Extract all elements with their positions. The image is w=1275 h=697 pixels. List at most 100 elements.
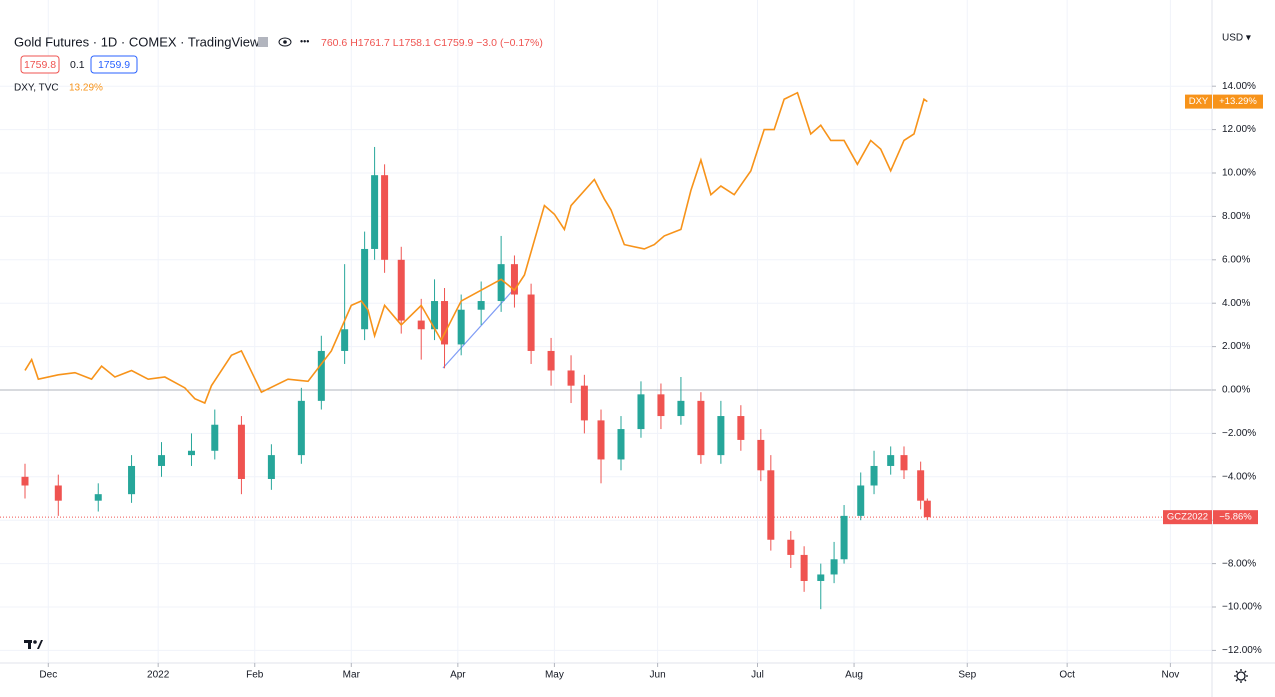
currency-menu[interactable]: USD ▾ xyxy=(1222,33,1251,44)
x-tick-label: Nov xyxy=(1161,670,1179,681)
dxy-line xyxy=(24,91,928,405)
y-tick-label: 14.00% xyxy=(1222,81,1256,92)
y-tick-label: 6.00% xyxy=(1222,254,1250,265)
dxy-name-tag xyxy=(1185,94,1212,109)
y-tick-label: 0.00% xyxy=(1222,385,1250,396)
candle-body xyxy=(817,574,825,581)
y-tick-label: −8.00% xyxy=(1222,558,1256,569)
candle-body xyxy=(857,485,865,516)
eye-icon[interactable] xyxy=(278,37,292,47)
settings-icon[interactable] xyxy=(1234,669,1248,683)
bid-price: 1759.8 xyxy=(24,59,56,71)
candle-body xyxy=(757,439,765,471)
dxy-last-label: +13.29% xyxy=(1219,96,1257,107)
candle-body xyxy=(361,248,369,330)
candle-body xyxy=(441,301,449,345)
candle-body xyxy=(787,539,795,555)
candle-body xyxy=(677,400,685,417)
logo-part xyxy=(33,640,37,644)
candle-body xyxy=(697,400,705,456)
eye-pupil xyxy=(283,40,287,44)
y-tick-label: 10.00% xyxy=(1222,168,1256,179)
candle-body xyxy=(510,264,518,295)
x-tick-label: Apr xyxy=(450,670,466,681)
ask-box[interactable] xyxy=(90,55,138,74)
grid xyxy=(0,0,1212,663)
bid-box[interactable] xyxy=(20,55,60,74)
gold-value-tag xyxy=(1213,510,1258,525)
candle-body xyxy=(800,554,808,581)
marks xyxy=(0,91,1212,610)
candle-body xyxy=(923,500,931,518)
candle-body xyxy=(21,476,29,486)
candle-body xyxy=(887,455,895,466)
x-tick-label: May xyxy=(545,670,564,681)
candle-body xyxy=(341,329,349,351)
x-tick-label: Dec xyxy=(39,670,57,681)
candle-body xyxy=(767,470,775,540)
candle-body xyxy=(457,309,465,345)
candle-body xyxy=(431,301,439,330)
candle-body xyxy=(317,350,325,401)
candle-body xyxy=(158,455,166,466)
x-tick-label: Jul xyxy=(751,670,764,681)
candle-body xyxy=(597,420,605,460)
candle-body xyxy=(128,465,136,495)
x-tick-label: Aug xyxy=(845,670,863,681)
axis-labels: −12.00%−10.00%−8.00%−6.00%−4.00%−2.00%0.… xyxy=(39,81,1263,681)
gear-teeth xyxy=(1234,669,1248,683)
x-tick-label: Feb xyxy=(246,670,264,681)
y-tick-label: −12.00% xyxy=(1222,645,1262,656)
x-tick-label: Sep xyxy=(958,670,976,681)
candle-body xyxy=(94,494,102,501)
candle-body xyxy=(54,485,62,501)
y-tick-label: 12.00% xyxy=(1222,124,1256,135)
chart-title: Gold Futures · 1D · COMEX · TradingView xyxy=(14,34,260,49)
more-icon[interactable]: ••• xyxy=(300,36,309,46)
candle-body xyxy=(187,450,195,456)
candle-body xyxy=(547,350,555,371)
dxy-name: DXY xyxy=(1189,96,1209,107)
logo-part xyxy=(37,640,43,649)
candle-body xyxy=(870,465,878,486)
gold-name-tag xyxy=(1163,510,1212,525)
y-tick-label: 4.00% xyxy=(1222,298,1250,309)
candle-body xyxy=(211,424,219,451)
y-tick-label: −10.00% xyxy=(1222,602,1262,613)
candle-body xyxy=(567,370,575,386)
candle-body xyxy=(381,175,389,260)
candle-body xyxy=(840,515,848,560)
gear[interactable] xyxy=(1236,671,1246,681)
compare-legend: DXY, TVC xyxy=(14,83,59,94)
candle-body xyxy=(371,175,379,249)
candle-body xyxy=(237,424,245,479)
candle-body xyxy=(527,294,535,351)
logo-part xyxy=(28,640,31,649)
y-tick-label: −4.00% xyxy=(1222,471,1256,482)
y-tick-label: 2.00% xyxy=(1222,341,1250,352)
gold-last-label: −5.86% xyxy=(1219,512,1252,523)
candle-body xyxy=(830,559,838,575)
candle-body xyxy=(637,394,645,430)
compare-legend-value: 13.29% xyxy=(69,83,103,94)
ask-price: 1759.9 xyxy=(98,59,130,71)
x-tick-label: Jun xyxy=(650,670,666,681)
candle-body xyxy=(297,400,305,456)
candle-body xyxy=(397,259,405,321)
candle-body xyxy=(900,455,908,471)
candle-body xyxy=(917,470,925,501)
gold-name: GCZ2022 xyxy=(1167,512,1208,523)
flag-icon[interactable] xyxy=(258,37,268,47)
candle-body xyxy=(417,320,425,330)
candle-body xyxy=(477,301,485,310)
candle-body xyxy=(717,416,725,456)
dxy-value-tag xyxy=(1213,94,1263,109)
candle-body xyxy=(580,385,588,421)
x-tick-label: 2022 xyxy=(147,670,170,681)
ohlc-values: 760.6 H1761.7 L1758.1 C1759.9 −3.0 (−0.1… xyxy=(321,37,543,49)
tv-logo xyxy=(24,640,43,649)
candle-body xyxy=(497,264,505,302)
y-tick-label: −2.00% xyxy=(1222,428,1256,439)
